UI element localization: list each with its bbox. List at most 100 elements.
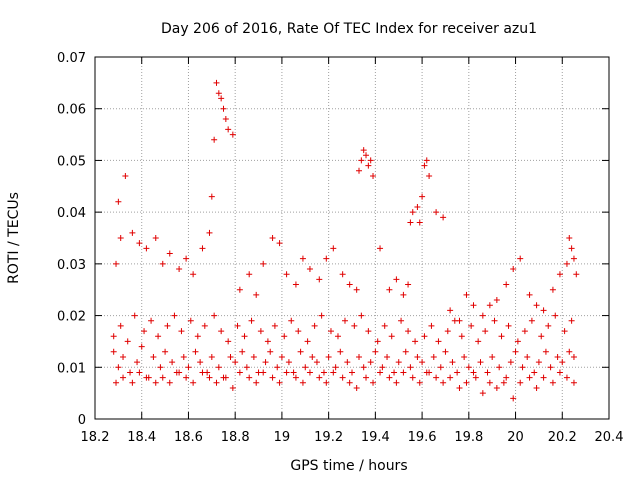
data-point xyxy=(129,379,136,386)
data-point xyxy=(377,369,384,376)
data-point xyxy=(435,338,442,345)
data-point xyxy=(211,312,218,319)
data-point xyxy=(341,317,348,324)
data-point xyxy=(433,374,440,381)
data-point xyxy=(157,364,164,371)
data-point xyxy=(117,322,124,329)
data-point xyxy=(271,322,278,329)
data-point xyxy=(493,384,500,391)
data-point xyxy=(274,364,281,371)
data-point xyxy=(437,364,444,371)
data-point xyxy=(377,245,384,252)
data-point xyxy=(236,369,243,376)
data-point xyxy=(549,286,556,293)
data-point xyxy=(260,369,267,376)
data-point xyxy=(491,317,498,324)
data-point xyxy=(220,105,227,112)
data-point xyxy=(349,369,355,376)
data-point xyxy=(222,374,229,381)
data-point xyxy=(166,379,173,386)
x-axis-label: GPS time / hours xyxy=(290,458,407,474)
data-point xyxy=(201,322,208,329)
data-point xyxy=(316,276,323,283)
y-tick-label: 0 xyxy=(78,413,86,428)
data-point xyxy=(433,209,440,216)
data-point xyxy=(510,395,517,402)
data-point xyxy=(276,240,283,247)
data-point xyxy=(309,353,316,360)
data-point xyxy=(290,369,297,376)
data-point xyxy=(563,374,570,381)
data-point xyxy=(549,379,556,386)
data-point xyxy=(363,152,370,159)
data-point xyxy=(489,353,496,360)
data-points xyxy=(110,79,580,402)
data-point xyxy=(267,348,274,355)
data-point xyxy=(524,353,531,360)
data-point xyxy=(316,374,323,381)
y-tick-label: 0.02 xyxy=(57,310,86,325)
data-point xyxy=(190,271,197,278)
data-point xyxy=(260,260,267,267)
data-point xyxy=(155,333,162,340)
data-point xyxy=(356,353,363,360)
data-point xyxy=(297,348,304,355)
plot-frame xyxy=(94,56,610,420)
data-point xyxy=(299,255,306,262)
data-point xyxy=(229,384,236,391)
data-point xyxy=(559,359,566,366)
data-point xyxy=(353,384,360,391)
data-point xyxy=(334,333,341,340)
data-point xyxy=(197,359,204,366)
data-point xyxy=(185,364,192,371)
data-point xyxy=(407,364,414,371)
data-point xyxy=(533,384,540,391)
data-point xyxy=(162,348,169,355)
data-point xyxy=(393,276,400,283)
data-point xyxy=(192,348,199,355)
data-point xyxy=(528,317,535,324)
data-point xyxy=(386,286,393,293)
data-point xyxy=(570,379,577,386)
y-axis-label: ROTI / TECUs xyxy=(6,192,22,284)
chart-title: Day 206 of 2016, Rate Of TEC Index for r… xyxy=(161,21,537,37)
data-point xyxy=(339,374,346,381)
x-tick-label: 20.2 xyxy=(548,430,577,445)
data-point xyxy=(540,307,547,314)
data-point xyxy=(447,307,454,314)
x-tick-label: 19 xyxy=(274,430,291,445)
data-point xyxy=(134,359,141,366)
y-tick-label: 0.01 xyxy=(57,361,86,376)
data-point xyxy=(503,281,510,288)
data-point xyxy=(337,348,344,355)
data-point xyxy=(563,260,570,267)
data-point xyxy=(180,353,187,360)
data-point xyxy=(285,359,292,366)
data-point xyxy=(283,369,290,376)
data-point xyxy=(468,322,475,329)
data-point xyxy=(463,379,470,386)
data-point xyxy=(456,384,463,391)
data-point xyxy=(365,328,372,335)
data-point xyxy=(276,379,283,386)
data-point xyxy=(325,353,332,360)
data-point xyxy=(465,364,472,371)
data-point xyxy=(421,333,428,340)
data-point xyxy=(505,322,512,329)
data-point xyxy=(339,271,346,278)
data-point xyxy=(533,302,540,309)
data-point xyxy=(129,229,136,236)
data-point xyxy=(526,291,533,298)
data-point xyxy=(124,338,131,345)
data-point xyxy=(110,333,117,340)
data-point xyxy=(218,95,225,102)
data-point xyxy=(405,281,412,288)
data-point xyxy=(365,162,372,169)
data-point xyxy=(486,379,493,386)
data-point xyxy=(318,312,325,319)
data-point xyxy=(472,374,479,381)
data-point xyxy=(299,379,306,386)
data-point xyxy=(482,328,489,335)
y-tick-label: 0.06 xyxy=(57,103,86,118)
